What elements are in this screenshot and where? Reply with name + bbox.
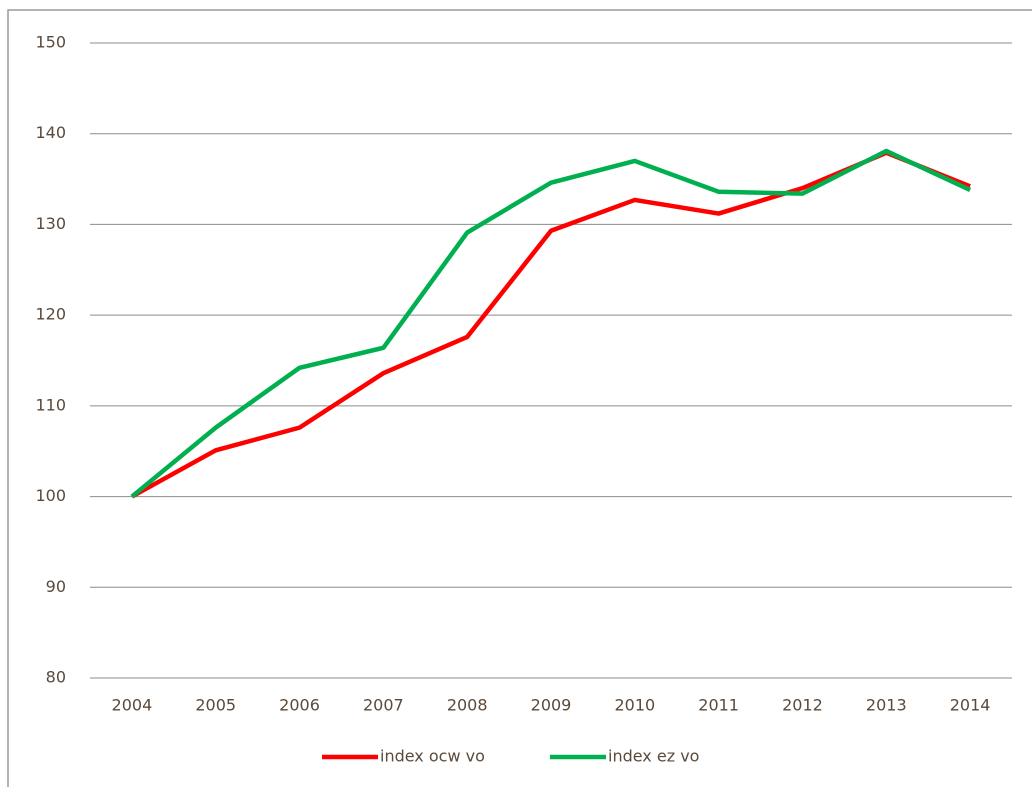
legend-label: index ez vo: [608, 747, 699, 766]
y-tick-label: 120: [35, 305, 66, 324]
x-tick-label: 2009: [531, 696, 572, 715]
x-tick-label: 2011: [698, 696, 739, 715]
y-tick-label: 150: [35, 33, 66, 52]
chart-border: [7, 9, 1032, 787]
y-tick-label: 90: [46, 577, 66, 596]
x-tick-label: 2007: [363, 696, 404, 715]
y-tick-label: 140: [35, 123, 66, 142]
x-tick-label: 2013: [866, 696, 907, 715]
legend-label: index ocw vo: [380, 747, 485, 766]
y-tick-label: 110: [35, 395, 66, 414]
x-tick-label: 2008: [447, 696, 488, 715]
x-tick-label: 2005: [195, 696, 236, 715]
x-tick-label: 2010: [614, 696, 655, 715]
x-tick-label: 2014: [950, 696, 991, 715]
y-tick-label: 130: [35, 214, 66, 233]
y-tick-label: 80: [46, 668, 66, 687]
x-tick-label: 2004: [112, 696, 153, 715]
series-line: [130, 150, 971, 499]
y-tick-label: 100: [35, 486, 66, 505]
x-tick-label: 2006: [279, 696, 320, 715]
series-line: [130, 148, 972, 499]
x-tick-label: 2012: [782, 696, 823, 715]
